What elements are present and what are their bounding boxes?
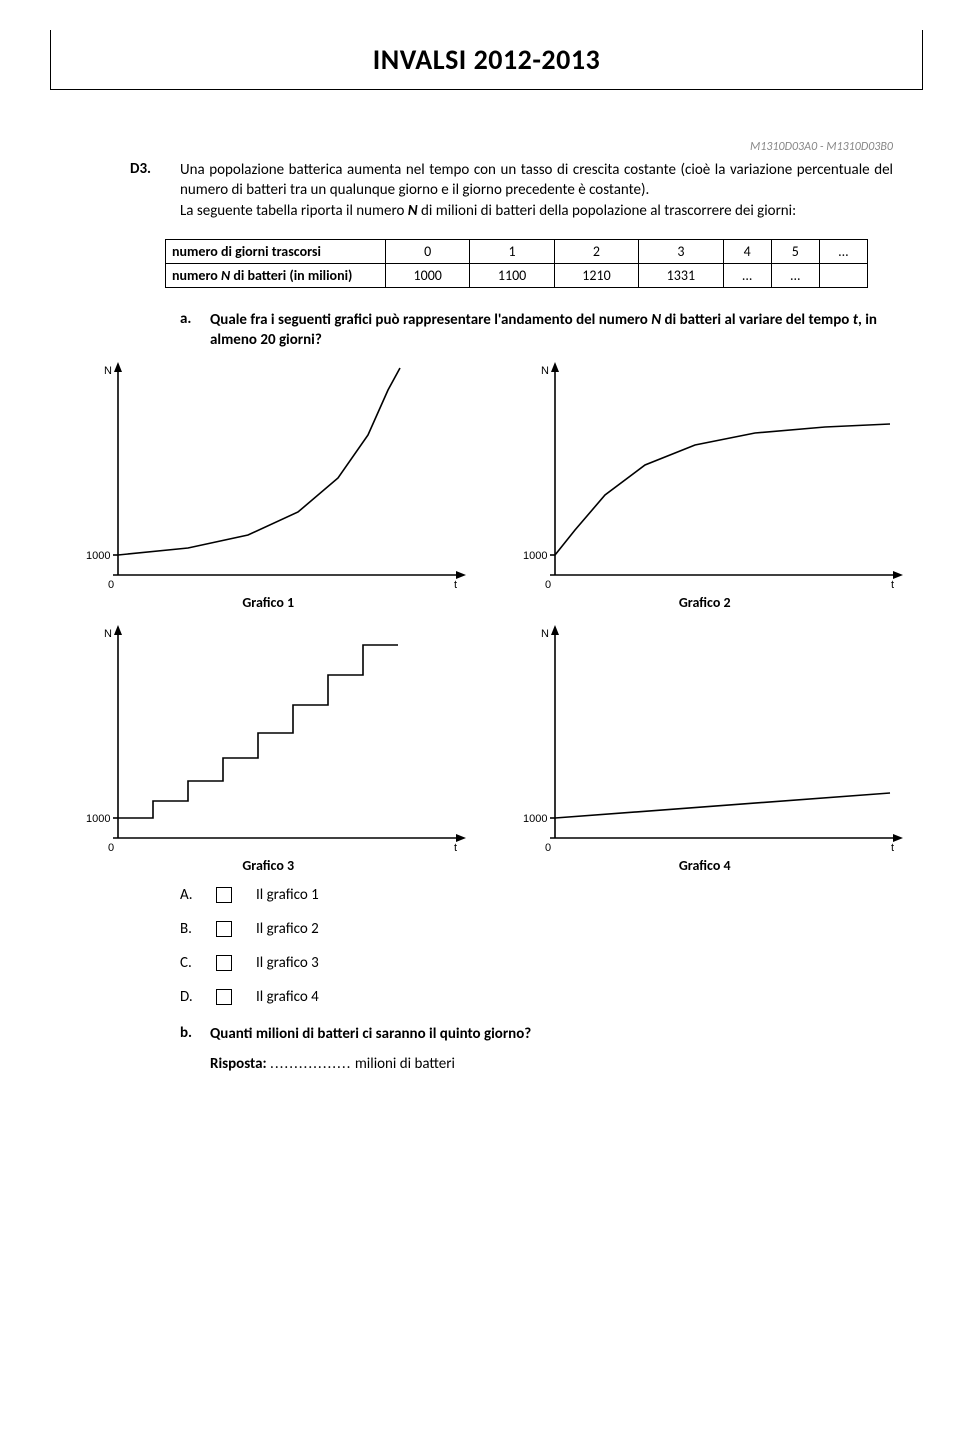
cell: 1100 (470, 263, 554, 287)
question-block: D3. Una popolazione batterica aumenta ne… (130, 160, 893, 221)
checkbox-icon[interactable] (216, 955, 232, 971)
data-table-wrap: numero di giorni trascorsi 0 1 2 3 4 5 .… (165, 239, 868, 288)
sub-a-text: Quale fra i seguenti grafici può rappres… (210, 310, 893, 351)
answer-dots[interactable]: ................. (270, 1055, 351, 1073)
svg-text:t: t (891, 842, 894, 853)
page-title: INVALSI 2012-2013 (51, 42, 922, 77)
item-code: M1310D03A0 - M1310D03B0 (50, 140, 893, 154)
cell: 4 (723, 239, 771, 263)
chart-1: Nt 1000 0 (68, 360, 468, 590)
sub-b-text: Quanti milioni di batteri ci saranno il … (210, 1024, 531, 1044)
answer-line: Risposta: ................. milioni di b… (210, 1055, 923, 1073)
svg-text:1000: 1000 (523, 550, 547, 562)
svg-text:t: t (454, 842, 457, 853)
row2-label-N: N (221, 267, 230, 284)
cell: 1 (470, 239, 554, 263)
option-letter: B. (180, 920, 216, 938)
checkbox-icon[interactable] (216, 887, 232, 903)
table-row: numero N di batteri (in milioni) 1000 11… (166, 263, 868, 287)
options-list: A. Il grafico 1 B. Il grafico 2 C. Il gr… (180, 886, 923, 1006)
question-p1: Una popolazione batterica aumenta nel te… (180, 161, 893, 199)
chart-2-cell: Nt 1000 0 Grafico 2 (497, 360, 914, 611)
option-b[interactable]: B. Il grafico 2 (180, 920, 923, 938)
svg-text:N: N (541, 365, 549, 377)
option-text: Il grafico 3 (256, 954, 319, 972)
svg-text:N: N (541, 628, 549, 640)
header-box: INVALSI 2012-2013 (50, 30, 923, 90)
cell: 5 (771, 239, 819, 263)
svg-text:1000: 1000 (523, 813, 547, 825)
chart-3-caption: Grafico 3 (60, 857, 477, 874)
checkbox-icon[interactable] (216, 921, 232, 937)
chart-3-cell: Nt 1000 0 Grafico 3 (60, 623, 477, 874)
cell: 1000 (386, 263, 470, 287)
chart-4-caption: Grafico 4 (497, 857, 914, 874)
option-c[interactable]: C. Il grafico 3 (180, 954, 923, 972)
answer-suffix: milioni di batteri (355, 1055, 455, 1073)
row2-label-prefix: numero (172, 267, 221, 284)
option-letter: D. (180, 988, 216, 1006)
cell (819, 263, 867, 287)
svg-text:1000: 1000 (86, 813, 110, 825)
sub-question-b: b. Quanti milioni di batteri ci saranno … (180, 1024, 893, 1044)
cell: 3 (639, 239, 723, 263)
question-p2-suffix: di milioni di batteri della popolazione … (418, 202, 797, 220)
chart-2: Nt 1000 0 (505, 360, 905, 590)
chart-4: Nt 1000 0 (505, 623, 905, 853)
row1-label: numero di giorni trascorsi (166, 239, 386, 263)
option-d[interactable]: D. Il grafico 4 (180, 988, 923, 1006)
cell: ... (723, 263, 771, 287)
question-p2-prefix: La seguente tabella riporta il numero (180, 202, 408, 220)
cell: 2 (554, 239, 638, 263)
svg-text:N: N (104, 628, 112, 640)
cell: 1331 (639, 263, 723, 287)
option-text: Il grafico 2 (256, 920, 319, 938)
svg-text:t: t (891, 579, 894, 590)
question-p2-N: N (408, 202, 418, 220)
cell: 0 (386, 239, 470, 263)
svg-text:0: 0 (108, 842, 114, 853)
row2-label-suffix: di batteri (in milioni) (230, 267, 352, 284)
svg-text:N: N (104, 365, 112, 377)
option-a[interactable]: A. Il grafico 1 (180, 886, 923, 904)
svg-text:0: 0 (108, 579, 114, 590)
charts-grid: Nt 1000 0 Grafico 1 Nt 1000 0 Grafico 2 Nt 10… (60, 360, 913, 874)
svg-text:t: t (454, 579, 457, 590)
option-text: Il grafico 4 (256, 988, 319, 1006)
sub-a-label: a. (180, 310, 210, 351)
checkbox-icon[interactable] (216, 989, 232, 1005)
row2-label: numero N di batteri (in milioni) (166, 263, 386, 287)
cell: ... (819, 239, 867, 263)
question-text: Una popolazione batterica aumenta nel te… (180, 160, 893, 221)
option-letter: A. (180, 886, 216, 904)
cell: ... (771, 263, 819, 287)
chart-4-cell: Nt 1000 0 Grafico 4 (497, 623, 914, 874)
svg-text:1000: 1000 (86, 550, 110, 562)
svg-text:0: 0 (545, 579, 551, 590)
chart-1-caption: Grafico 1 (60, 594, 477, 611)
sub-a-prefix: Quale fra i seguenti grafici può rappres… (210, 311, 651, 329)
sub-question-a: a. Quale fra i seguenti grafici può rapp… (180, 310, 893, 351)
chart-2-caption: Grafico 2 (497, 594, 914, 611)
answer-label: Risposta: (210, 1055, 267, 1073)
sub-b-label: b. (180, 1024, 210, 1044)
chart-3: Nt 1000 0 (68, 623, 468, 853)
question-label: D3. (130, 160, 180, 221)
svg-text:0: 0 (545, 842, 551, 853)
option-text: Il grafico 1 (256, 886, 319, 904)
table-row: numero di giorni trascorsi 0 1 2 3 4 5 .… (166, 239, 868, 263)
page: INVALSI 2012-2013 M1310D03A0 - M1310D03B… (0, 0, 973, 1133)
cell: 1210 (554, 263, 638, 287)
option-letter: C. (180, 954, 216, 972)
sub-a-mid: di batteri al variare del tempo (661, 311, 853, 329)
sub-a-N: N (651, 311, 661, 329)
data-table: numero di giorni trascorsi 0 1 2 3 4 5 .… (165, 239, 868, 288)
chart-1-cell: Nt 1000 0 Grafico 1 (60, 360, 477, 611)
